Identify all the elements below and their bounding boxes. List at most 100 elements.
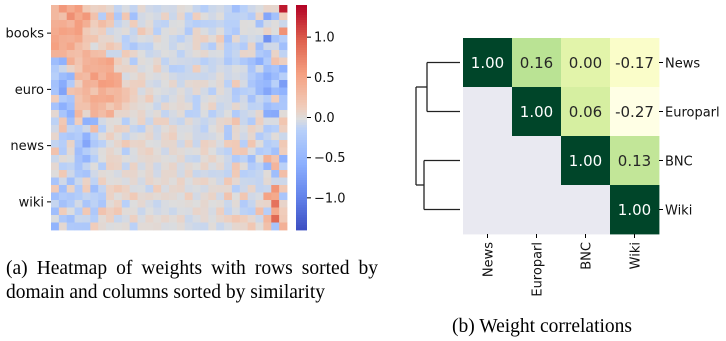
weight-cell — [192, 72, 201, 81]
weight-cell — [121, 117, 131, 126]
weight-cell — [200, 5, 209, 13]
weight-cell — [208, 72, 217, 81]
weight-cell — [74, 177, 83, 186]
weight-cell — [208, 222, 217, 231]
weight-cell — [192, 27, 201, 36]
weight-cell — [184, 177, 193, 186]
weight-cell — [137, 170, 146, 178]
weight-cell — [161, 57, 170, 66]
weight-cell — [161, 80, 170, 88]
masked-cell — [561, 185, 611, 235]
weight-cell — [239, 42, 249, 51]
weight-cell — [184, 95, 193, 103]
weight-cell — [184, 5, 193, 13]
weight-cell — [176, 80, 186, 88]
weight-cell — [58, 207, 68, 216]
colorbar-segment — [296, 202, 307, 206]
colorbar-segment — [296, 90, 307, 93]
weight-cell — [247, 20, 256, 28]
weight-cell — [74, 147, 83, 156]
weight-cell — [106, 140, 115, 148]
weight-cell — [239, 72, 249, 81]
weight-cell — [129, 222, 138, 231]
weight-cell — [113, 80, 123, 88]
weight-cell — [271, 162, 280, 171]
weight-cell — [192, 125, 201, 133]
weight-cell — [58, 132, 68, 141]
weight-cell — [216, 177, 225, 186]
weight-cell — [192, 185, 201, 193]
row-label: news — [10, 139, 44, 154]
weight-cell — [200, 222, 209, 231]
weight-cell — [169, 162, 178, 171]
weight-cell — [161, 27, 170, 36]
weight-cell — [239, 177, 249, 186]
weight-cell — [192, 35, 201, 43]
weight-cell — [184, 35, 193, 43]
weight-cell — [184, 57, 193, 66]
weight-cell — [129, 27, 138, 36]
weight-cell — [66, 95, 75, 103]
weight-cell — [106, 65, 115, 73]
weight-cell — [113, 200, 123, 208]
weight-cell — [153, 177, 162, 186]
weight-cell — [176, 132, 186, 141]
weight-cell — [129, 95, 138, 103]
weight-cell — [263, 50, 272, 58]
weight-cell — [106, 95, 115, 103]
row-label: Europarl — [665, 106, 720, 121]
weight-cell — [208, 95, 217, 103]
weight-cell — [271, 140, 280, 148]
weight-cell — [98, 87, 107, 96]
weight-cell — [106, 185, 115, 193]
weight-cell — [82, 125, 91, 133]
weight-cell — [255, 125, 264, 133]
weight-cell — [66, 132, 75, 141]
weight-cell — [74, 65, 83, 73]
weight-cell — [74, 80, 83, 88]
weight-cell — [255, 95, 264, 103]
weight-cell — [58, 87, 68, 96]
weight-cell — [106, 215, 115, 223]
weight-cell — [153, 95, 162, 103]
weight-cell — [176, 125, 186, 133]
weight-cell — [200, 185, 209, 193]
weight-cell — [90, 222, 99, 231]
weight-cell — [137, 117, 146, 126]
weight-cell — [231, 20, 241, 28]
weight-cell — [129, 65, 138, 73]
weight-cell — [51, 95, 60, 103]
weight-cell — [98, 27, 107, 36]
weight-cell — [271, 155, 280, 163]
weight-cell — [129, 110, 138, 118]
weight-cell — [247, 5, 256, 13]
colorbar-segment — [296, 60, 307, 63]
colorbar-segment — [296, 27, 307, 31]
weight-cell — [231, 200, 241, 208]
weight-cell — [113, 95, 123, 103]
colorbar-tick-label: 1.0 — [314, 31, 335, 46]
colorbar-segment — [296, 42, 307, 46]
weight-cell — [239, 185, 249, 193]
weight-cell — [263, 177, 272, 186]
weight-cell — [66, 215, 75, 223]
weight-cell — [121, 72, 131, 81]
weight-cell — [145, 192, 154, 201]
colorbar-segment — [296, 5, 307, 8]
weight-cell — [231, 110, 241, 118]
weight-cell — [224, 20, 233, 28]
weight-cell — [58, 155, 68, 163]
colorbar-segment — [296, 162, 307, 166]
weight-cell — [74, 50, 83, 58]
weight-cell — [184, 65, 193, 73]
colorbar-segment — [296, 160, 307, 163]
weight-cell — [216, 207, 225, 216]
correlation-value-label: 0.16 — [520, 54, 553, 72]
weight-cell — [231, 42, 241, 51]
colorbar-segment — [296, 107, 307, 111]
weight-cell — [129, 170, 138, 178]
weight-cell — [153, 35, 162, 43]
weight-cell — [200, 162, 209, 171]
weight-cell — [169, 20, 178, 28]
weight-cell — [129, 192, 138, 201]
